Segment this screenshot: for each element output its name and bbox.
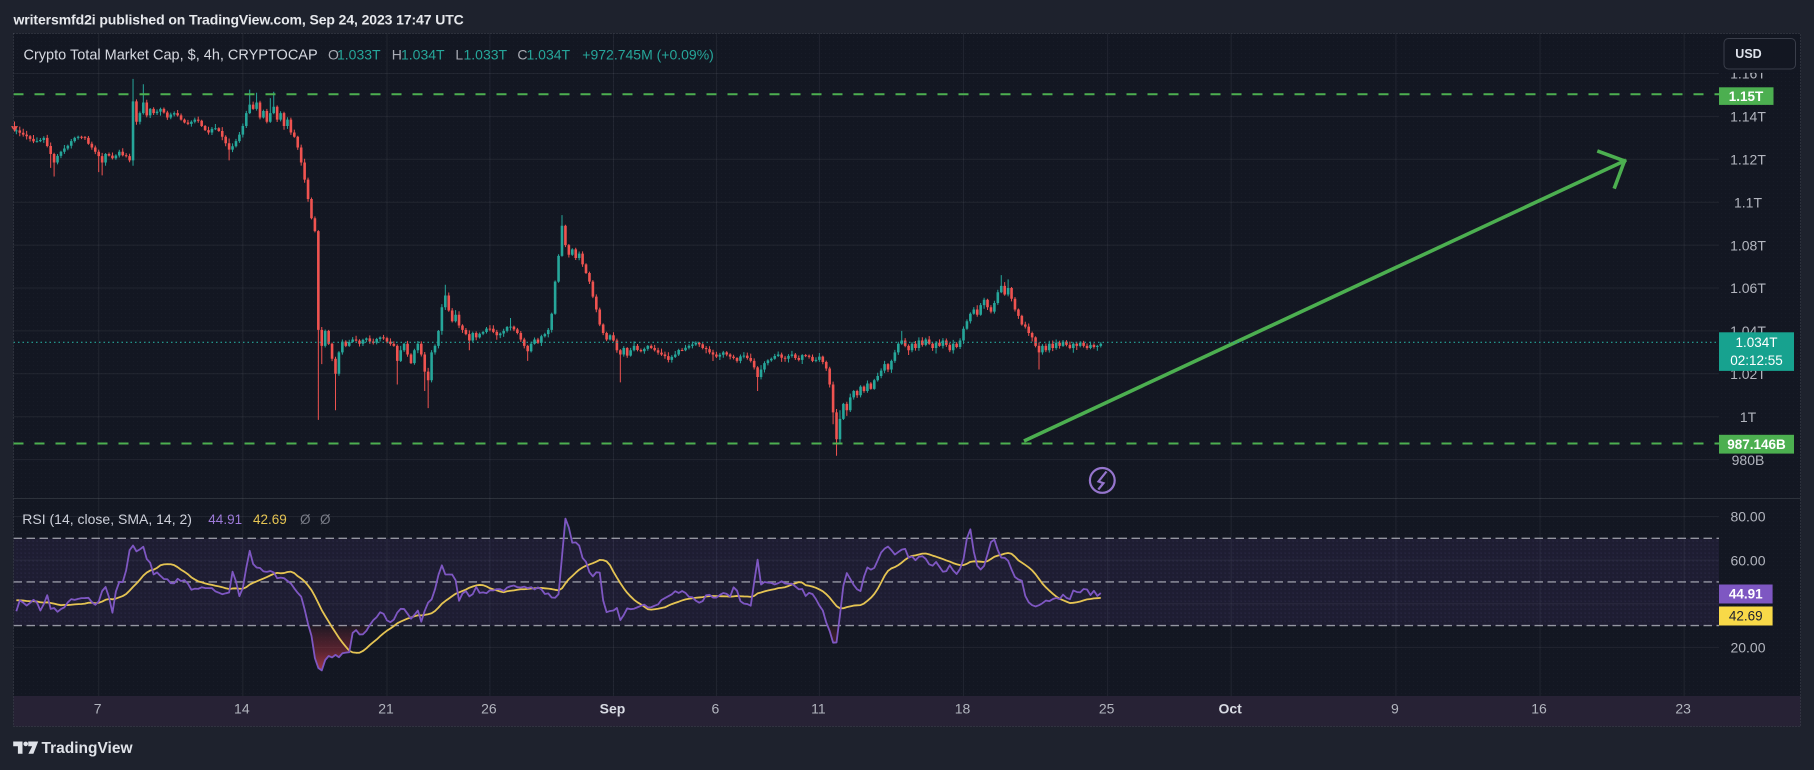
svg-text:02:12:55: 02:12:55	[1730, 353, 1783, 368]
svg-text:O: O	[328, 46, 339, 62]
svg-text:26: 26	[481, 701, 497, 717]
svg-text:11: 11	[811, 701, 826, 717]
svg-text:987.146B: 987.146B	[1727, 437, 1786, 452]
svg-text:14: 14	[234, 701, 250, 717]
svg-text:42.69: 42.69	[253, 512, 287, 527]
svg-text:1.1T: 1.1T	[1734, 194, 1762, 210]
svg-text:44.91: 44.91	[1729, 587, 1763, 602]
svg-text:1T: 1T	[1740, 409, 1757, 425]
svg-text:1.034T: 1.034T	[527, 46, 571, 62]
svg-text:21: 21	[378, 701, 394, 717]
svg-text:9: 9	[1391, 701, 1399, 717]
svg-text:1.034T: 1.034T	[1735, 335, 1777, 350]
svg-text:42.69: 42.69	[1729, 609, 1763, 624]
svg-text:Oct: Oct	[1219, 701, 1243, 717]
svg-text:80.00: 80.00	[1730, 509, 1765, 525]
svg-text:Ø: Ø	[320, 512, 331, 527]
svg-text:L: L	[455, 46, 463, 62]
svg-text:+972.745M (+0.09%): +972.745M (+0.09%)	[582, 46, 714, 62]
svg-text:23: 23	[1675, 701, 1691, 717]
svg-text:TradingView: TradingView	[42, 740, 134, 757]
svg-text:1.14T: 1.14T	[1730, 109, 1766, 125]
svg-text:1.15T: 1.15T	[1729, 89, 1764, 104]
svg-text:44.91: 44.91	[208, 512, 242, 527]
svg-text:18: 18	[955, 701, 971, 717]
svg-text:6: 6	[712, 701, 720, 717]
svg-text:60.00: 60.00	[1730, 552, 1765, 568]
svg-text:C: C	[517, 46, 527, 62]
svg-text:980B: 980B	[1732, 452, 1765, 468]
svg-text:1.033T: 1.033T	[464, 46, 508, 62]
svg-text:USD: USD	[1735, 47, 1761, 61]
svg-text:Ø: Ø	[300, 512, 311, 527]
svg-text:20.00: 20.00	[1730, 640, 1765, 656]
svg-text:RSI (14, close, SMA, 14, 2): RSI (14, close, SMA, 14, 2)	[22, 511, 192, 527]
svg-text:1.033T: 1.033T	[337, 46, 381, 62]
svg-text:1.034T: 1.034T	[401, 46, 445, 62]
svg-text:H: H	[392, 46, 402, 62]
svg-text:writersmfd2i published on Trad: writersmfd2i published on TradingView.co…	[13, 12, 464, 28]
svg-text:1.12T: 1.12T	[1730, 152, 1766, 168]
svg-text:1.08T: 1.08T	[1730, 237, 1766, 253]
svg-text:25: 25	[1099, 701, 1115, 717]
svg-text:Sep: Sep	[600, 701, 626, 717]
svg-text:1.06T: 1.06T	[1730, 280, 1766, 296]
svg-text:16: 16	[1531, 701, 1547, 717]
svg-text:7: 7	[94, 701, 102, 717]
svg-text:Crypto Total Market Cap, $, 4h: Crypto Total Market Cap, $, 4h, CRYPTOCA…	[24, 47, 318, 63]
